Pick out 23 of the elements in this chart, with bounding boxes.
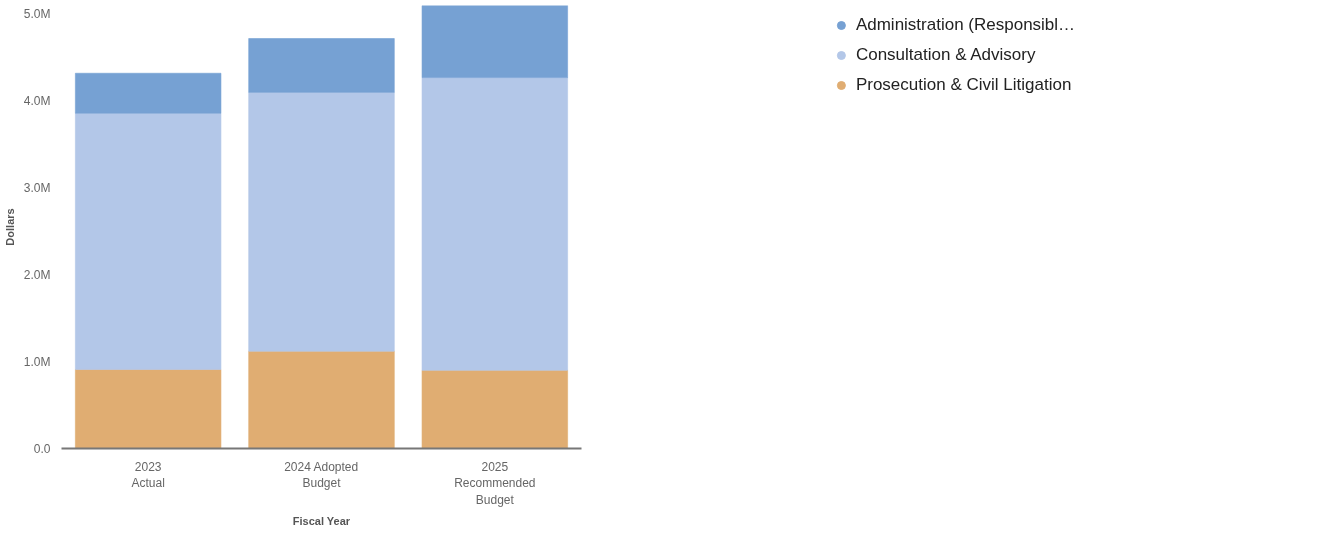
- legend-label: Prosecution & Civil Litigation: [855, 75, 1072, 95]
- bar: [421, 369, 569, 449]
- legend-label: Consultation & Advisory: [855, 45, 1036, 65]
- bar: [74, 112, 222, 370]
- y-tick-label: 2.0M: [23, 267, 51, 282]
- x-tick-label: 2023 Actual: [131, 459, 165, 491]
- bar: [421, 77, 569, 371]
- y-tick-label: 0.0: [33, 441, 51, 456]
- y-tick-label: 1.0M: [23, 354, 51, 369]
- legend-label: Administration (Responsibl…: [855, 15, 1076, 35]
- bar: [74, 72, 222, 114]
- x-tick-label: 2024 Adopted Budget: [284, 459, 359, 491]
- y-tick-label: 4.0M: [23, 94, 51, 109]
- y-axis-title: Dollars: [3, 208, 16, 246]
- bar: [248, 350, 395, 449]
- bar: [248, 38, 395, 93]
- x-axis-title: Fiscal Year: [292, 515, 351, 528]
- y-tick-label: 3.0M: [23, 180, 51, 195]
- bar: [421, 5, 569, 79]
- x-tick-label: 2025 Recommended Budget: [454, 459, 536, 508]
- bar: [74, 368, 222, 449]
- bar: [248, 91, 395, 352]
- y-tick-label: 5.0M: [23, 7, 51, 22]
